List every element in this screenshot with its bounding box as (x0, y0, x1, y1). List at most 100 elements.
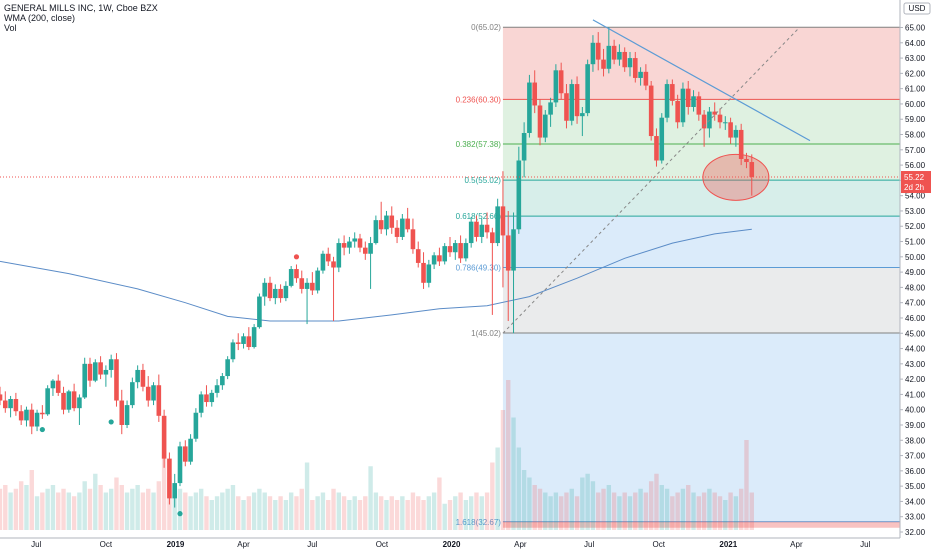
volume-bar (506, 380, 511, 530)
volume-bar (294, 496, 299, 530)
fib-zone (502, 267, 900, 333)
candle (701, 110, 707, 147)
candle-body (310, 282, 315, 291)
candle-body (257, 296, 262, 328)
candle (542, 110, 548, 143)
volume-bar (474, 492, 479, 530)
candle (611, 39, 617, 65)
volume-bar (686, 485, 691, 530)
candle-body (98, 362, 103, 375)
candle-body (140, 369, 146, 387)
candle (394, 220, 400, 244)
volume-bar (0, 488, 3, 530)
volume-bar (13, 488, 19, 530)
candle-body (34, 412, 40, 427)
candle-body (71, 391, 77, 409)
price-tick-label: 43.00 (905, 360, 926, 369)
candle (590, 35, 596, 72)
volume-bar (326, 500, 331, 530)
candle-body (24, 409, 29, 421)
time-tick-label: Jul (307, 540, 317, 549)
candle-body (527, 82, 532, 133)
price-tick-label: 59.00 (905, 115, 926, 124)
candle (188, 434, 193, 465)
candle (426, 259, 432, 288)
candle (458, 235, 463, 263)
candle (585, 59, 590, 117)
volume-bar (304, 462, 310, 530)
candle-body (696, 96, 702, 115)
candle-body (558, 70, 564, 94)
volume-bar (733, 496, 739, 530)
volume-bar (283, 500, 289, 530)
candle-body (463, 243, 469, 259)
candle (564, 84, 569, 129)
time-tick-label: 2021 (719, 540, 737, 549)
time-tick-label: 2020 (443, 540, 461, 549)
candle-body (108, 359, 114, 370)
candle (712, 102, 718, 121)
candle (447, 236, 453, 257)
candle-body (347, 241, 352, 248)
candle (648, 81, 654, 141)
volume-bar (617, 496, 622, 530)
time-tick-label: Jul (584, 540, 594, 549)
candle (601, 48, 606, 77)
candle-body (235, 342, 241, 344)
price-axis-background (900, 0, 932, 550)
candle (87, 357, 93, 387)
candle (246, 327, 252, 351)
candle-body (590, 42, 596, 65)
candle-body (130, 382, 135, 406)
candle-body (447, 246, 453, 253)
volume-bar (225, 488, 230, 530)
volume-bar (606, 485, 612, 530)
candle-body (161, 415, 167, 459)
candle-body (299, 278, 305, 289)
volume-bar (193, 492, 199, 530)
volume-bar (426, 496, 432, 530)
candle (632, 51, 638, 83)
candle (214, 379, 220, 398)
time-tick-label: Apr (514, 540, 527, 549)
candle (40, 405, 45, 419)
candle (569, 79, 575, 126)
chart-legend: GENERAL MILLS INC, 1W, Cboe BZX WMA (200… (4, 3, 158, 33)
candle (82, 357, 88, 399)
candle (135, 365, 140, 389)
fib-level-label: 1.618(32.67) (456, 518, 502, 527)
candle (315, 267, 320, 294)
candle (373, 215, 379, 245)
candle (55, 374, 61, 396)
fib-level-label: 0.236(60.30) (456, 95, 502, 104)
dividend-marker (39, 426, 45, 433)
candle (717, 108, 723, 129)
candle-body (362, 247, 368, 254)
volume-bar (93, 473, 98, 530)
candle-body (643, 71, 649, 86)
volume-bar (564, 492, 569, 530)
volume-bar (156, 481, 162, 530)
volume-bar (527, 477, 532, 530)
candle-body (542, 114, 548, 138)
price-tick-label: 38.00 (905, 436, 926, 445)
candle-body (167, 458, 172, 499)
candle (230, 339, 236, 363)
volume-bar (447, 500, 453, 530)
candle (299, 270, 305, 294)
candle-body (177, 446, 183, 484)
candle-body (384, 215, 389, 230)
volume-bar (648, 481, 654, 530)
volume-bar (214, 496, 220, 530)
volume-bar (198, 488, 204, 530)
candle (680, 82, 686, 127)
volume-bar (500, 410, 506, 530)
candle-body (749, 162, 755, 178)
volume-bar (580, 477, 585, 530)
candle-body (500, 206, 506, 236)
time-tick-label: Jul (860, 540, 870, 549)
candle-body (188, 438, 193, 462)
candle (225, 356, 230, 380)
candle (622, 47, 628, 72)
